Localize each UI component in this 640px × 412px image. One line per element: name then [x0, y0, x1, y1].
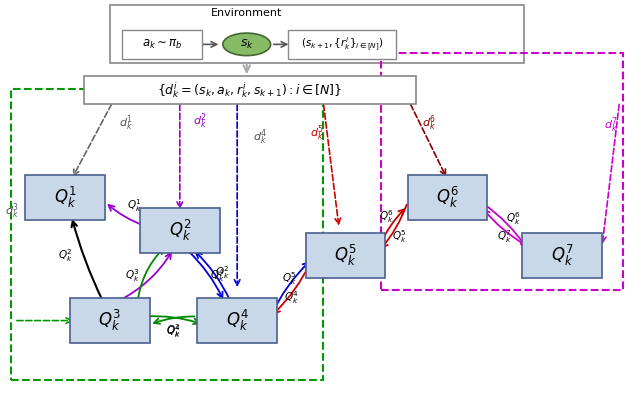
Text: $d_k^6$: $d_k^6$: [422, 113, 436, 133]
Text: $Q_k^2$: $Q_k^2$: [215, 265, 230, 281]
FancyBboxPatch shape: [288, 30, 396, 59]
Text: $Q_k^4$: $Q_k^4$: [166, 324, 181, 340]
Text: $Q_k^2$: $Q_k^2$: [168, 218, 191, 243]
Text: Environment: Environment: [211, 7, 282, 18]
Text: $Q_k^4$: $Q_k^4$: [211, 267, 226, 284]
Text: $Q_k^5$: $Q_k^5$: [282, 270, 297, 287]
FancyBboxPatch shape: [122, 30, 202, 59]
Text: $d_k^3$: $d_k^3$: [4, 201, 19, 220]
FancyBboxPatch shape: [140, 208, 220, 253]
FancyBboxPatch shape: [408, 176, 487, 220]
FancyBboxPatch shape: [84, 76, 415, 104]
Text: $Q_k^5$: $Q_k^5$: [392, 228, 407, 245]
Text: $Q_k^4$: $Q_k^4$: [284, 290, 299, 307]
Text: $Q_k^1$: $Q_k^1$: [54, 185, 76, 211]
Text: $Q_k^7$: $Q_k^7$: [497, 228, 512, 245]
Text: $\{d_k^i = (s_k, a_k, r_k^i, s_{k+1}) : i \in [N]\}$: $\{d_k^i = (s_k, a_k, r_k^i, s_{k+1}) : …: [157, 80, 342, 100]
Text: $Q_k^3$: $Q_k^3$: [99, 308, 121, 333]
Text: $Q_k^7$: $Q_k^7$: [551, 243, 573, 268]
Text: $a_k \sim \pi_b$: $a_k \sim \pi_b$: [141, 38, 182, 51]
Text: $d_k^1$: $d_k^1$: [119, 113, 133, 133]
Text: $Q_k^4$: $Q_k^4$: [226, 308, 249, 333]
Text: $d_k^2$: $d_k^2$: [193, 111, 207, 131]
Text: $Q_k^5$: $Q_k^5$: [334, 243, 357, 268]
Text: $d_k^4$: $d_k^4$: [253, 127, 268, 147]
FancyBboxPatch shape: [70, 298, 150, 343]
Text: $(s_{k+1}, \{r_k^i\}_{i \in [N]})$: $(s_{k+1}, \{r_k^i\}_{i \in [N]})$: [301, 35, 383, 53]
Text: $d_k^7$: $d_k^7$: [604, 115, 618, 135]
FancyBboxPatch shape: [109, 5, 524, 63]
Text: $d_k^5$: $d_k^5$: [310, 123, 324, 143]
Text: $Q_k^6$: $Q_k^6$: [436, 185, 459, 211]
FancyBboxPatch shape: [26, 176, 105, 220]
Text: $Q_k^2$: $Q_k^2$: [166, 323, 181, 339]
Text: $Q_k^1$: $Q_k^1$: [127, 197, 141, 213]
Text: $Q_k^6$: $Q_k^6$: [506, 210, 521, 227]
Text: $Q_k^2$: $Q_k^2$: [58, 247, 72, 264]
FancyBboxPatch shape: [522, 233, 602, 278]
FancyBboxPatch shape: [306, 233, 385, 278]
Text: $Q_k^6$: $Q_k^6$: [380, 208, 394, 225]
Ellipse shape: [223, 33, 271, 56]
Text: $Q_k^3$: $Q_k^3$: [125, 267, 140, 284]
FancyBboxPatch shape: [197, 298, 277, 343]
Text: $s_k$: $s_k$: [240, 38, 253, 51]
